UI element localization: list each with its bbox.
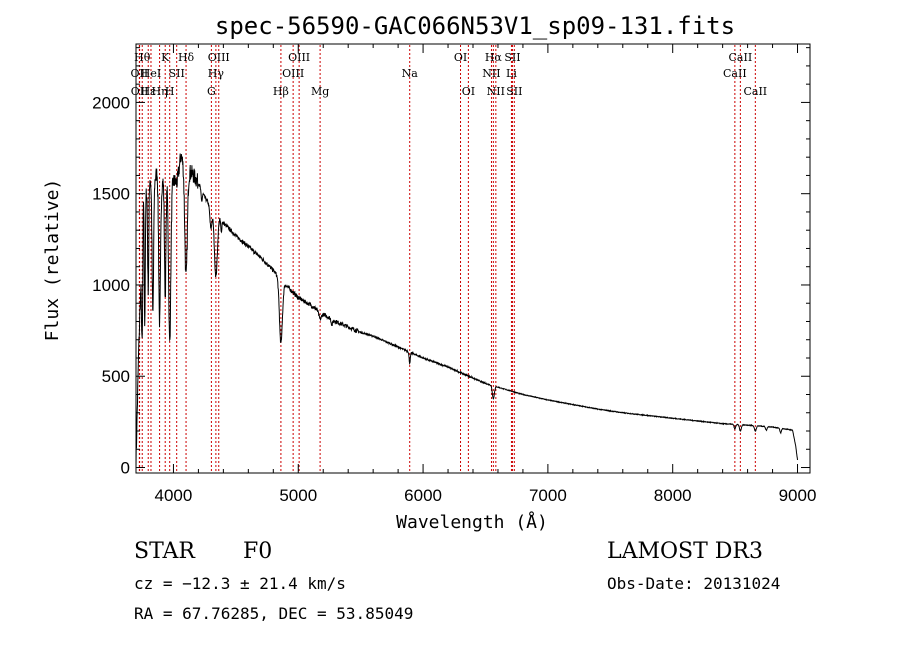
y-tick-label: 1500 xyxy=(92,185,130,204)
x-tick-label: 9000 xyxy=(779,486,817,505)
y-tick-label: 500 xyxy=(102,367,130,386)
spectrum-chart: spec-56590-GAC066N53V1_sp09-131.fits OII… xyxy=(42,12,817,533)
x-tick-label: 8000 xyxy=(654,486,692,505)
x-tick-label: 4000 xyxy=(155,486,193,505)
survey-name: LAMOST DR3 xyxy=(607,539,763,564)
line-marker-label: Na xyxy=(402,67,419,80)
line-marker-label: CaII xyxy=(743,85,767,98)
y-axis: 0 500 1000 1500 2000 xyxy=(92,47,810,478)
line-marker-label: CaII xyxy=(723,67,747,80)
line-marker-label: SII xyxy=(504,51,520,64)
object-subclass: F0 xyxy=(243,539,273,564)
line-marker-label: Hδ xyxy=(178,51,195,64)
line-marker-label: HeI xyxy=(141,67,161,80)
x-tick-label: 5000 xyxy=(279,486,317,505)
line-marker-label: OIII xyxy=(282,67,304,80)
line-marker-label: Li xyxy=(506,67,517,80)
line-marker-label: NII xyxy=(482,67,500,80)
y-tick-label: 0 xyxy=(121,459,130,478)
line-marker-label: OIII xyxy=(208,51,230,64)
y-tick-label: 2000 xyxy=(92,93,130,112)
line-marker-label: Hα xyxy=(485,51,503,64)
x-tick-label: 7000 xyxy=(529,486,567,505)
line-marker-label: SII xyxy=(506,85,522,98)
line-marker-labels: OII OII Hθ Hε HeI Hη K H SII Hδ G Hγ OIII Hβ OIII OIII M… xyxy=(131,51,768,98)
x-tick-label: 6000 xyxy=(404,486,442,505)
object-type: STAR xyxy=(134,539,195,564)
line-marker-label: G xyxy=(207,85,216,98)
plot-frame xyxy=(135,43,811,474)
y-axis-label: Flux (relative) xyxy=(42,179,63,342)
line-marker-label: Hβ xyxy=(273,85,289,98)
line-marker-label: SII xyxy=(169,67,185,80)
line-marker-label: Hθ xyxy=(134,51,151,64)
line-marker-label: CaII xyxy=(729,51,753,64)
y-tick-label: 1000 xyxy=(92,276,130,295)
spectrum-line xyxy=(135,153,798,468)
x-axis-label: Wavelength (Å) xyxy=(396,511,548,533)
line-marker-label: K xyxy=(161,51,170,64)
line-marker-label: OI xyxy=(462,85,475,98)
coordinates: RA = 67.76285, DEC = 53.85049 xyxy=(134,604,414,623)
line-marker-label: OII xyxy=(131,85,149,98)
line-marker-label: Mg xyxy=(311,85,329,98)
line-marker-label: Hγ xyxy=(208,67,225,80)
line-marker-label: Hη xyxy=(151,85,167,98)
line-markers xyxy=(138,45,756,472)
line-marker-label: OI xyxy=(454,51,467,64)
chart-title: spec-56590-GAC066N53V1_sp09-131.fits xyxy=(215,12,735,40)
line-marker-label: OII xyxy=(131,67,149,80)
line-marker-label: H xyxy=(165,85,175,98)
line-marker-label: Hε xyxy=(141,85,157,98)
line-marker-label: OIII xyxy=(288,51,310,64)
x-axis: 4000 5000 6000 7000 8000 9000 xyxy=(155,44,817,505)
line-marker-label: NII xyxy=(487,85,505,98)
obs-date: Obs-Date: 20131024 xyxy=(607,574,781,593)
redshift-readout: cz = −12.3 ± 21.4 km/s xyxy=(134,574,346,593)
